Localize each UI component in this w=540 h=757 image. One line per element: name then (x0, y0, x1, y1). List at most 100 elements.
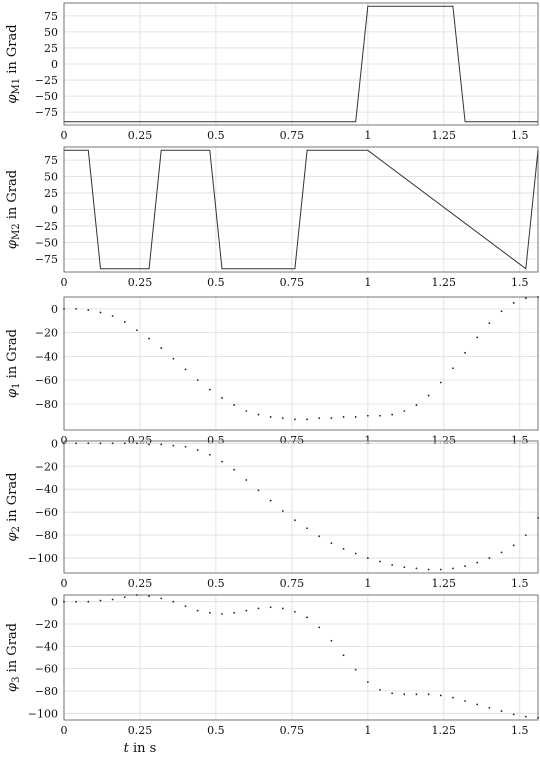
y-tick-label: 0 (51, 437, 58, 450)
y-tick-label: −50 (35, 236, 58, 249)
data-point (111, 442, 114, 445)
data-point (184, 605, 187, 608)
data-point (318, 535, 321, 538)
data-point (245, 410, 248, 412)
data-point (111, 598, 114, 601)
data-point (245, 609, 248, 612)
data-point (184, 445, 187, 448)
x-tick-label: 1.5 (511, 276, 529, 289)
y-tick-label: −20 (35, 460, 58, 473)
data-point (87, 600, 90, 603)
x-tick-label: 0 (61, 577, 68, 590)
plot-frame (63, 594, 539, 721)
x-tick-label: 1.5 (511, 577, 529, 590)
data-point (281, 607, 284, 610)
y-tick-label: −75 (35, 106, 58, 119)
data-point (160, 443, 163, 446)
data-point (172, 600, 175, 603)
data-point (330, 542, 333, 545)
y-axis-label: φ1 in Grad (5, 329, 22, 398)
y-axis-symbol: φ (5, 94, 20, 104)
y-axis-symbol: φ (5, 239, 20, 249)
data-point (221, 397, 223, 399)
data-point (391, 564, 394, 566)
data-point (379, 414, 381, 417)
x-tick-label: 0.75 (280, 434, 305, 447)
data-point (160, 597, 163, 600)
data-point (318, 626, 321, 629)
data-point (208, 388, 211, 391)
x-tick-label: 1 (364, 577, 371, 590)
y-axis-unit: in Grad (5, 24, 20, 77)
data-point (233, 404, 236, 406)
x-tick-label: 0.25 (128, 577, 153, 590)
data-point (403, 566, 406, 569)
x-axis-symbol: t (124, 741, 130, 756)
y-axis-unit: in Grad (5, 623, 20, 676)
data-point (366, 414, 369, 417)
y-axis-symbol: φ (5, 388, 20, 398)
data-point (500, 710, 503, 712)
y-tick-label: −75 (35, 253, 58, 266)
data-point (257, 489, 260, 492)
y-tick-label: 75 (44, 154, 58, 167)
x-tick-label: 0.5 (207, 577, 225, 590)
data-point (415, 404, 418, 406)
data-point (208, 611, 211, 614)
x-tick-label: 0 (61, 129, 68, 142)
x-axis-label: t in s (124, 741, 157, 756)
plot-frame (63, 146, 539, 273)
data-point (184, 368, 187, 371)
y-tick-label: −40 (35, 350, 58, 363)
data-point (148, 595, 150, 598)
data-point (294, 418, 296, 421)
y-tick-label: −20 (35, 618, 58, 631)
data-point (342, 416, 345, 418)
y-tick-label: −60 (35, 374, 58, 387)
data-point (123, 442, 126, 445)
series-line (64, 149, 539, 270)
x-tick-label: 0.75 (280, 129, 305, 142)
data-point (439, 381, 442, 384)
x-tick-label: 0.75 (280, 724, 305, 737)
data-point (452, 696, 454, 699)
data-point (391, 692, 394, 695)
data-point (330, 417, 333, 420)
data-point (427, 568, 430, 571)
data-point (75, 442, 78, 445)
data-point (306, 616, 308, 619)
data-point (63, 307, 65, 310)
data-point (476, 561, 479, 564)
y-tick-label: −40 (35, 640, 58, 653)
x-tick-label: 1.5 (511, 129, 529, 142)
data-point (294, 519, 296, 522)
x-tick-label: 1 (364, 434, 371, 447)
y-tick-label: 0 (51, 204, 58, 217)
data-point (464, 351, 466, 354)
y-axis-symbol: φ (5, 531, 20, 541)
x-tick-label: 0.5 (207, 129, 225, 142)
x-tick-label: 1 (364, 129, 371, 142)
data-point (524, 715, 527, 718)
y-axis-unit: in Grad (5, 170, 20, 223)
data-point (488, 322, 491, 325)
data-point (63, 600, 65, 603)
y-tick-label: −100 (28, 552, 58, 565)
x-tick-label: 0.25 (128, 434, 153, 447)
data-point (354, 668, 357, 671)
x-tick-label: 0.25 (128, 276, 153, 289)
x-tick-label: 0.25 (128, 724, 153, 737)
y-tick-label: 50 (44, 26, 58, 39)
x-axis-unit: in s (129, 741, 156, 756)
data-point (221, 613, 223, 615)
data-point (403, 410, 406, 412)
data-point (281, 417, 284, 420)
data-point (403, 693, 406, 696)
data-point (208, 453, 211, 456)
data-point (148, 337, 150, 340)
data-point (476, 703, 479, 706)
